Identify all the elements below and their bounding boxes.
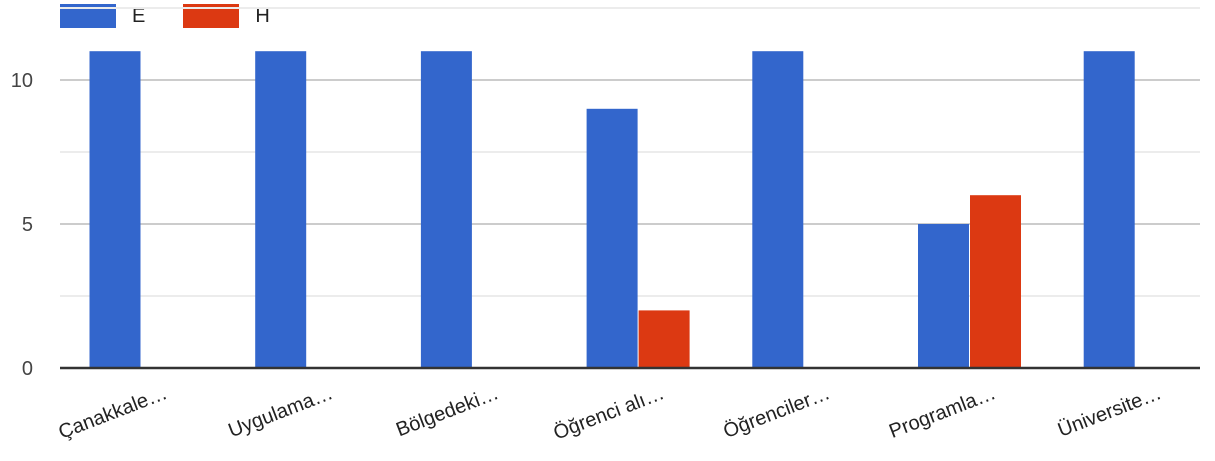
x-category-label: Programla… xyxy=(886,382,999,443)
legend-label-h: H xyxy=(255,4,270,27)
x-category-label: Üniversite… xyxy=(1055,382,1165,442)
bar-e-2[interactable] xyxy=(255,51,307,368)
x-category-label: Çanakkale… xyxy=(55,382,170,444)
bar-e-1[interactable] xyxy=(89,51,141,368)
y-tick-label: 10 xyxy=(11,70,33,92)
y-tick-label: 5 xyxy=(22,214,33,236)
bar-e-3[interactable] xyxy=(420,51,472,368)
bar-e-4[interactable] xyxy=(586,108,638,369)
bar-e-7[interactable] xyxy=(1083,51,1135,368)
bar-h-4[interactable] xyxy=(638,310,690,368)
bar-e-5[interactable] xyxy=(752,51,804,368)
y-tick-label: 0 xyxy=(22,358,33,380)
x-category-label: Bölgedeki… xyxy=(393,382,502,441)
bar-e-6[interactable] xyxy=(918,224,969,368)
x-category-label: Öğrenci alı… xyxy=(551,382,668,444)
x-category-label: Öğrenciler… xyxy=(720,382,833,443)
legend-label-e: E xyxy=(132,4,146,27)
x-category-label: Uygulama… xyxy=(225,382,336,442)
bar-h-6[interactable] xyxy=(970,195,1021,368)
